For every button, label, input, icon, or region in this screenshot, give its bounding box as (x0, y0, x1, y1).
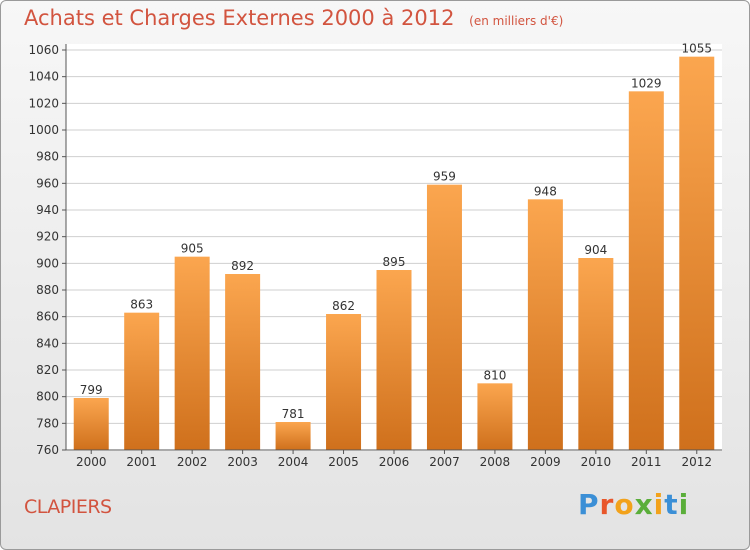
bar-2006 (376, 270, 412, 450)
x-tick-label-2002: 2002 (177, 455, 208, 469)
y-tick-label: 980 (36, 150, 59, 164)
x-tick-label-2001: 2001 (126, 455, 157, 469)
data-label-2008: 810 (483, 368, 506, 382)
y-tick-label: 880 (36, 283, 59, 297)
data-label-2002: 905 (181, 242, 204, 256)
bar-2005 (326, 314, 362, 450)
bar-2009 (527, 199, 563, 450)
bar-2003 (225, 274, 261, 450)
chart-title: Achats et Charges Externes 2000 à 2012 (… (24, 6, 563, 30)
data-label-2001: 863 (130, 298, 153, 312)
x-tick-label-2004: 2004 (278, 455, 309, 469)
y-tick-label: 1040 (28, 70, 59, 84)
y-tick-label: 960 (36, 176, 59, 190)
bar-2000 (73, 398, 109, 450)
y-tick-label: 1000 (28, 123, 59, 137)
y-tick-label: 940 (36, 203, 59, 217)
logo-letter: i (678, 488, 690, 521)
data-label-2006: 895 (383, 255, 406, 269)
x-tick-label-2008: 2008 (480, 455, 511, 469)
logo-letter: o (614, 488, 635, 521)
bar-2008 (477, 383, 513, 450)
data-label-2010: 904 (584, 243, 607, 257)
proxiti-logo[interactable]: Proxiti (578, 488, 689, 521)
y-tick-label: 1060 (28, 43, 59, 57)
title-unit: (en milliers d'€) (469, 14, 564, 28)
data-label-2004: 781 (282, 407, 305, 421)
bars: 799 863 905 892 781 862 895 959 810 948 904 1029 105… (73, 42, 715, 451)
x-tick-label-2011: 2011 (631, 455, 662, 469)
y-tick-label: 840 (36, 336, 59, 350)
bar-2001 (124, 312, 160, 450)
x-tick-label-2010: 2010 (581, 455, 612, 469)
bar-2012 (679, 56, 715, 451)
x-tick-label-2006: 2006 (379, 455, 410, 469)
x-tick-label-2003: 2003 (227, 455, 258, 469)
y-tick-label: 920 (36, 230, 59, 244)
y-tick-label: 800 (36, 390, 59, 404)
logo-letter: t (664, 488, 679, 521)
bar-2002 (174, 256, 210, 450)
x-tick-label-2000: 2000 (76, 455, 107, 469)
x-axis: 2000 2001 2002 2003 2004 2005 2006 2007 2008 2009… (76, 450, 712, 469)
logo-letter: x (634, 488, 654, 521)
y-tick-label: 760 (36, 443, 59, 457)
logo-letter: i (653, 488, 665, 521)
bar-2010 (578, 258, 614, 450)
y-tick-label: 860 (36, 310, 59, 324)
y-tick-label: 820 (36, 363, 59, 377)
x-tick-label-2005: 2005 (328, 455, 359, 469)
title-text: Achats et Charges Externes 2000 à 2012 (24, 6, 455, 30)
data-label-2009: 948 (534, 184, 557, 198)
data-label-2003: 892 (231, 259, 254, 273)
data-label-2005: 862 (332, 299, 355, 313)
x-tick-label-2007: 2007 (429, 455, 460, 469)
logo-letter: r (599, 488, 615, 521)
x-tick-label-2009: 2009 (530, 455, 561, 469)
bar-2007 (426, 184, 462, 450)
data-label-2007: 959 (433, 170, 456, 184)
place-name: CLAPIERS (24, 496, 112, 518)
data-label-2012: 1055 (681, 42, 712, 56)
logo-letter: P (578, 488, 600, 521)
y-tick-label: 780 (36, 416, 59, 430)
data-label-2000: 799 (80, 383, 103, 397)
bar-2004 (275, 422, 311, 450)
data-label-2011: 1029 (631, 76, 662, 90)
y-tick-label: 900 (36, 256, 59, 270)
x-tick-label-2012: 2012 (681, 455, 712, 469)
y-tick-label: 1020 (28, 96, 59, 110)
bar-2011 (628, 91, 664, 450)
